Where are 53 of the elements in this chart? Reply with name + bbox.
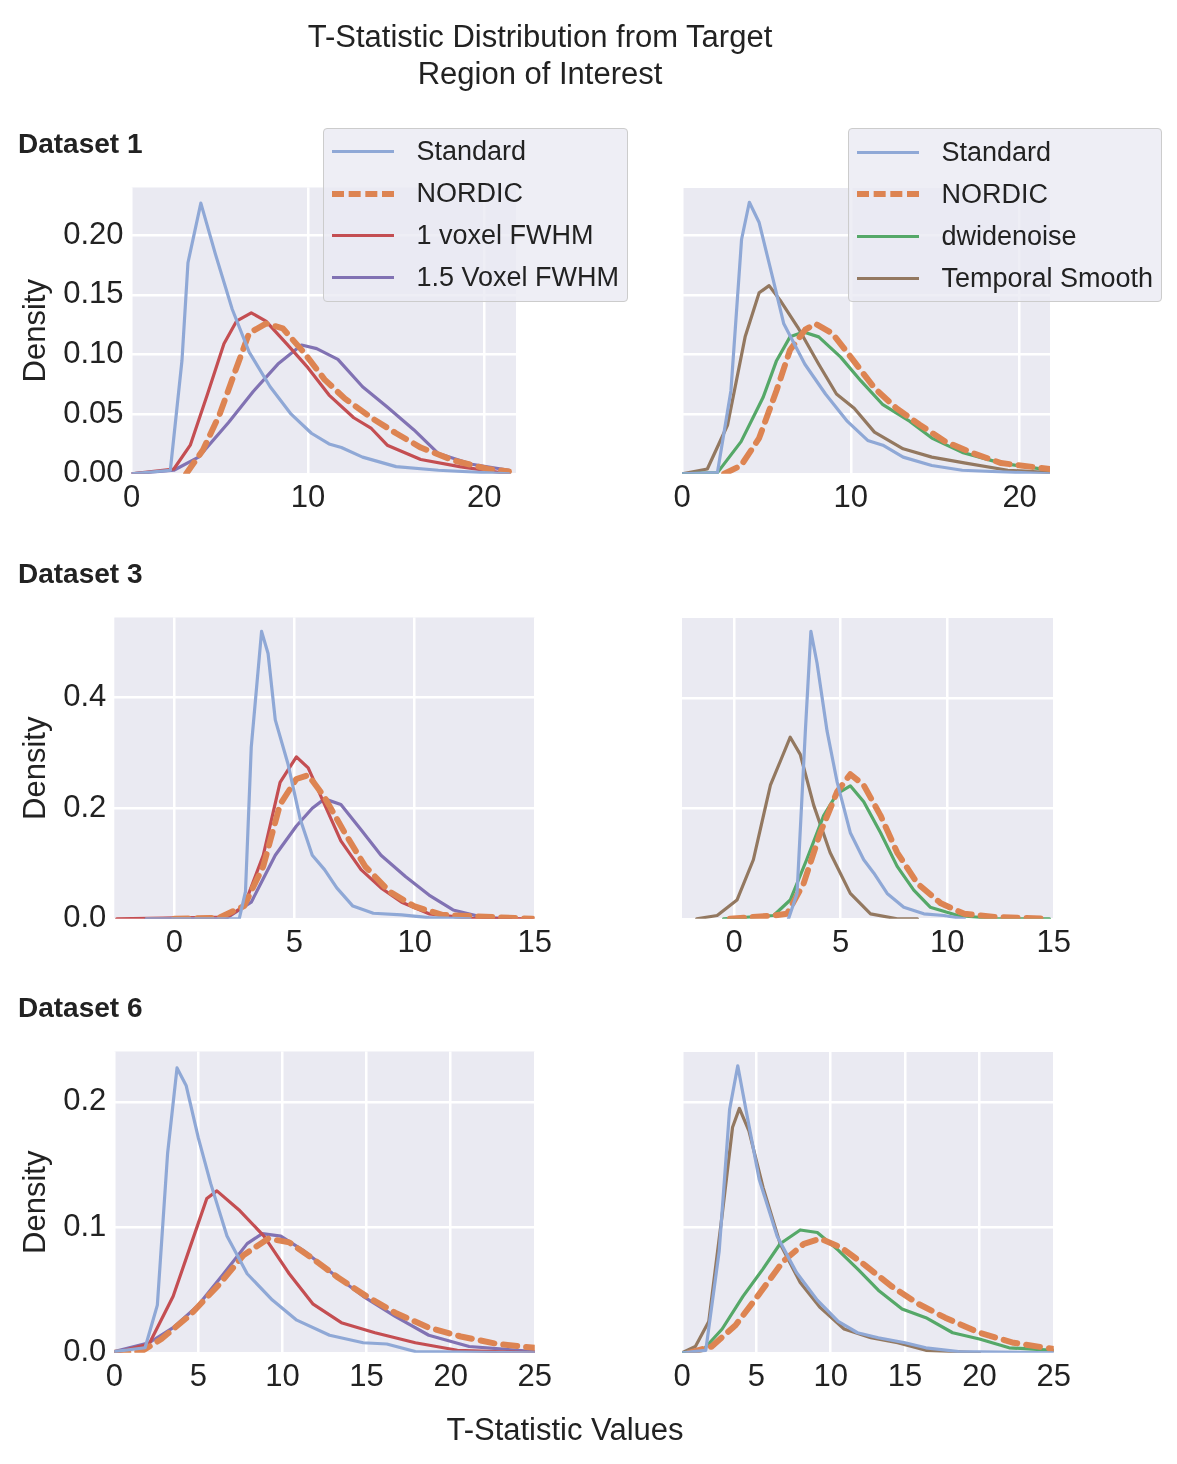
y-tick-label: 0.1: [63, 1207, 107, 1243]
y-tick-label: 0.20: [63, 215, 124, 251]
y-axis-title: Density: [17, 278, 53, 383]
x-tick-label: 15: [349, 1357, 384, 1393]
y-tick-label: 0.15: [63, 275, 124, 311]
x-tick-label: 20: [433, 1357, 468, 1393]
y-axis-title: Density: [17, 1150, 53, 1254]
x-tick-label: 5: [747, 1357, 765, 1393]
x-tick-label: 20: [467, 478, 502, 514]
legend-label: NORDIC: [416, 178, 523, 210]
chart-subtitle: Dataset 6: [18, 991, 143, 1023]
x-tick-label: 5: [832, 923, 850, 959]
x-tick-label: 5: [189, 1357, 208, 1393]
legend-label: 1.5 Voxel FWHM: [416, 262, 619, 294]
x-tick-label: 10: [265, 1357, 300, 1393]
legend-label: dwidenoise: [941, 220, 1077, 252]
y-tick-label: 0.2: [63, 788, 107, 824]
y-tick-label: 0.10: [63, 335, 124, 371]
x-tick-label: 20: [962, 1357, 997, 1393]
x-tick-label: 0: [673, 1357, 691, 1393]
chart-subtitle: Dataset 1: [18, 127, 143, 159]
y-tick-label: 0.00: [63, 454, 124, 490]
x-tick-label: 20: [1002, 478, 1037, 514]
x-tick-label: 10: [813, 1357, 848, 1393]
chart-subtitle: Dataset 3: [18, 557, 143, 589]
chart-title: T-Statistic Distribution from Target Region of Interest: [306, 18, 774, 92]
x-tick-label: 10: [930, 923, 965, 959]
x-tick-label: 0: [122, 478, 141, 514]
x-tick-label: 5: [285, 923, 304, 959]
legend-label: Standard: [416, 136, 527, 168]
legend-label: Temporal Smooth: [941, 262, 1153, 294]
legend-label: Standard: [941, 136, 1051, 168]
legend-label: 1 voxel FWHM: [416, 220, 594, 252]
x-tick-label: 25: [517, 1357, 552, 1393]
y-tick-label: 0.4: [63, 678, 107, 714]
y-tick-label: 0.0: [63, 899, 107, 935]
x-axis-title: T-Statistic Values: [445, 1412, 685, 1448]
y-tick-label: 0.0: [63, 1333, 107, 1369]
x-tick-label: 0: [105, 1357, 123, 1393]
x-tick-label: 15: [517, 923, 552, 959]
x-tick-label: 10: [290, 478, 326, 514]
x-tick-label: 15: [887, 1357, 923, 1393]
x-tick-label: 15: [1036, 923, 1071, 959]
x-tick-label: 10: [833, 478, 869, 514]
x-tick-label: 0: [165, 923, 183, 959]
x-tick-label: 10: [397, 923, 432, 959]
x-tick-label: 25: [1036, 1357, 1071, 1393]
legend-label: NORDIC: [941, 178, 1048, 210]
x-tick-label: 0: [725, 923, 743, 959]
y-tick-label: 0.2: [63, 1082, 107, 1118]
y-tick-label: 0.05: [63, 394, 124, 430]
x-tick-label: 0: [673, 478, 691, 514]
y-axis-title: Density: [17, 716, 53, 820]
